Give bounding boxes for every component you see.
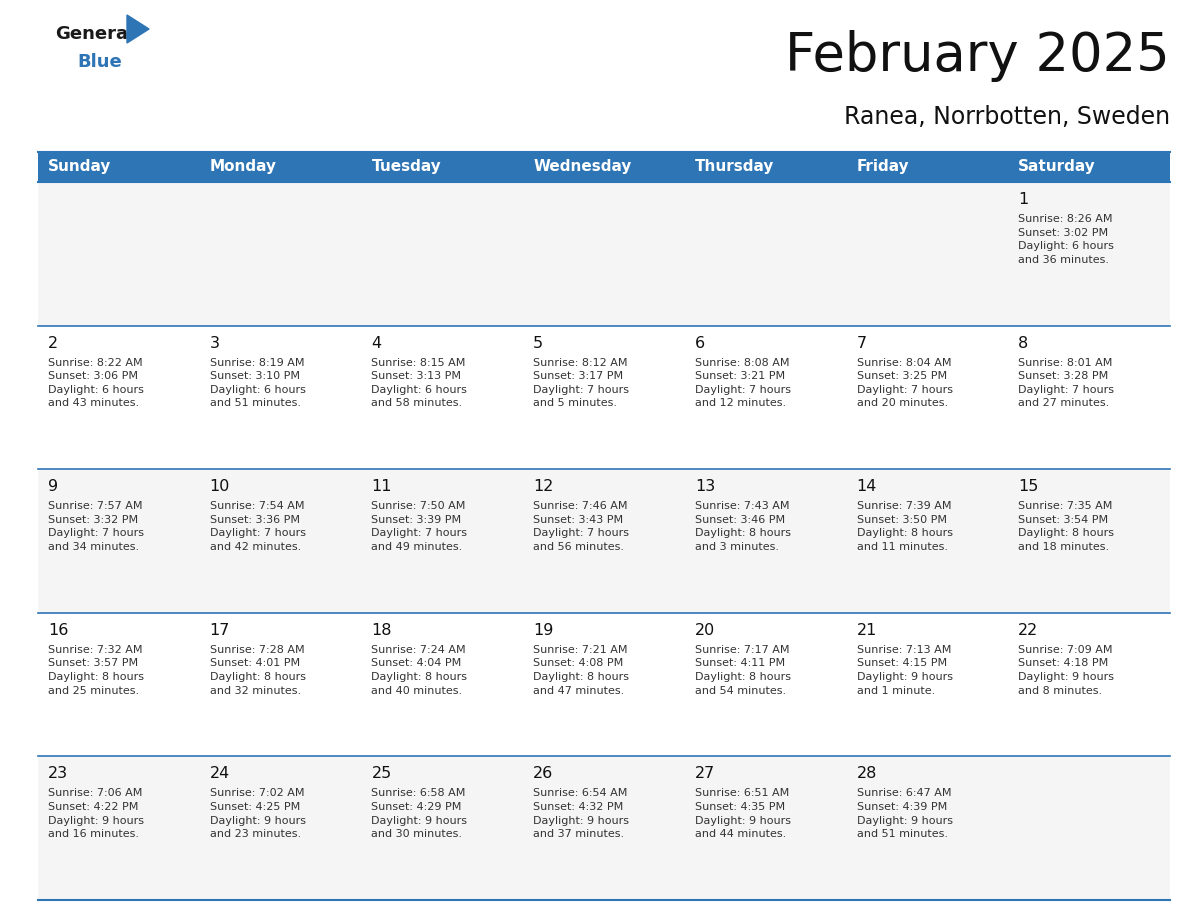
Text: 11: 11 <box>372 479 392 494</box>
Text: 21: 21 <box>857 622 877 638</box>
Text: 28: 28 <box>857 767 877 781</box>
Bar <box>1009 152 1170 182</box>
Text: Sunrise: 6:47 AM
Sunset: 4:39 PM
Daylight: 9 hours
and 51 minutes.: Sunrise: 6:47 AM Sunset: 4:39 PM Dayligh… <box>857 789 953 839</box>
Text: 13: 13 <box>695 479 715 494</box>
Text: Blue: Blue <box>77 53 121 71</box>
Text: 5: 5 <box>533 336 543 351</box>
Text: Sunrise: 8:08 AM
Sunset: 3:21 PM
Daylight: 7 hours
and 12 minutes.: Sunrise: 8:08 AM Sunset: 3:21 PM Dayligh… <box>695 358 791 409</box>
Text: 15: 15 <box>1018 479 1038 494</box>
Text: 12: 12 <box>533 479 554 494</box>
Text: Sunrise: 8:15 AM
Sunset: 3:13 PM
Daylight: 6 hours
and 58 minutes.: Sunrise: 8:15 AM Sunset: 3:13 PM Dayligh… <box>372 358 467 409</box>
Text: Sunrise: 7:24 AM
Sunset: 4:04 PM
Daylight: 8 hours
and 40 minutes.: Sunrise: 7:24 AM Sunset: 4:04 PM Dayligh… <box>372 644 467 696</box>
Text: Sunrise: 6:54 AM
Sunset: 4:32 PM
Daylight: 9 hours
and 37 minutes.: Sunrise: 6:54 AM Sunset: 4:32 PM Dayligh… <box>533 789 630 839</box>
Text: Sunrise: 8:26 AM
Sunset: 3:02 PM
Daylight: 6 hours
and 36 minutes.: Sunrise: 8:26 AM Sunset: 3:02 PM Dayligh… <box>1018 214 1114 264</box>
Text: 24: 24 <box>210 767 230 781</box>
Text: 23: 23 <box>48 767 68 781</box>
Text: Sunrise: 7:50 AM
Sunset: 3:39 PM
Daylight: 7 hours
and 49 minutes.: Sunrise: 7:50 AM Sunset: 3:39 PM Dayligh… <box>372 501 467 552</box>
Text: 19: 19 <box>533 622 554 638</box>
Text: 7: 7 <box>857 336 867 351</box>
Text: Sunrise: 6:58 AM
Sunset: 4:29 PM
Daylight: 9 hours
and 30 minutes.: Sunrise: 6:58 AM Sunset: 4:29 PM Dayligh… <box>372 789 467 839</box>
Text: 9: 9 <box>48 479 58 494</box>
Text: Thursday: Thursday <box>695 160 775 174</box>
Text: Sunrise: 7:09 AM
Sunset: 4:18 PM
Daylight: 9 hours
and 8 minutes.: Sunrise: 7:09 AM Sunset: 4:18 PM Dayligh… <box>1018 644 1114 696</box>
Text: 8: 8 <box>1018 336 1029 351</box>
Bar <box>38 326 1170 469</box>
Text: Sunrise: 7:43 AM
Sunset: 3:46 PM
Daylight: 8 hours
and 3 minutes.: Sunrise: 7:43 AM Sunset: 3:46 PM Dayligh… <box>695 501 791 552</box>
Text: 27: 27 <box>695 767 715 781</box>
Text: 4: 4 <box>372 336 381 351</box>
Text: Sunrise: 7:39 AM
Sunset: 3:50 PM
Daylight: 8 hours
and 11 minutes.: Sunrise: 7:39 AM Sunset: 3:50 PM Dayligh… <box>857 501 953 552</box>
Bar <box>38 152 200 182</box>
Text: Sunrise: 7:32 AM
Sunset: 3:57 PM
Daylight: 8 hours
and 25 minutes.: Sunrise: 7:32 AM Sunset: 3:57 PM Dayligh… <box>48 644 144 696</box>
Text: Sunrise: 7:46 AM
Sunset: 3:43 PM
Daylight: 7 hours
and 56 minutes.: Sunrise: 7:46 AM Sunset: 3:43 PM Dayligh… <box>533 501 630 552</box>
Text: 20: 20 <box>695 622 715 638</box>
Text: Sunrise: 7:06 AM
Sunset: 4:22 PM
Daylight: 9 hours
and 16 minutes.: Sunrise: 7:06 AM Sunset: 4:22 PM Dayligh… <box>48 789 144 839</box>
Text: Friday: Friday <box>857 160 909 174</box>
Bar <box>38 469 1170 613</box>
Text: Sunrise: 6:51 AM
Sunset: 4:35 PM
Daylight: 9 hours
and 44 minutes.: Sunrise: 6:51 AM Sunset: 4:35 PM Dayligh… <box>695 789 791 839</box>
Text: Sunrise: 8:22 AM
Sunset: 3:06 PM
Daylight: 6 hours
and 43 minutes.: Sunrise: 8:22 AM Sunset: 3:06 PM Dayligh… <box>48 358 144 409</box>
Text: Sunrise: 8:04 AM
Sunset: 3:25 PM
Daylight: 7 hours
and 20 minutes.: Sunrise: 8:04 AM Sunset: 3:25 PM Dayligh… <box>857 358 953 409</box>
Text: Wednesday: Wednesday <box>533 160 632 174</box>
Text: Monday: Monday <box>210 160 277 174</box>
Bar <box>847 152 1009 182</box>
Bar <box>684 152 847 182</box>
Text: 3: 3 <box>210 336 220 351</box>
Bar <box>38 756 1170 900</box>
Text: Tuesday: Tuesday <box>372 160 441 174</box>
Text: 2: 2 <box>48 336 58 351</box>
Text: Sunrise: 8:12 AM
Sunset: 3:17 PM
Daylight: 7 hours
and 5 minutes.: Sunrise: 8:12 AM Sunset: 3:17 PM Dayligh… <box>533 358 630 409</box>
Bar <box>200 152 361 182</box>
Text: February 2025: February 2025 <box>785 30 1170 82</box>
Text: Sunday: Sunday <box>48 160 112 174</box>
Bar <box>38 182 1170 326</box>
Text: 14: 14 <box>857 479 877 494</box>
Text: 26: 26 <box>533 767 554 781</box>
Text: 10: 10 <box>210 479 230 494</box>
Text: Ranea, Norrbotten, Sweden: Ranea, Norrbotten, Sweden <box>843 105 1170 129</box>
Bar <box>38 613 1170 756</box>
Text: 18: 18 <box>372 622 392 638</box>
Text: General: General <box>55 25 134 43</box>
Text: 16: 16 <box>48 622 69 638</box>
Text: 6: 6 <box>695 336 704 351</box>
Bar <box>523 152 684 182</box>
Text: Sunrise: 7:02 AM
Sunset: 4:25 PM
Daylight: 9 hours
and 23 minutes.: Sunrise: 7:02 AM Sunset: 4:25 PM Dayligh… <box>210 789 305 839</box>
Polygon shape <box>127 15 148 43</box>
Text: Sunrise: 7:54 AM
Sunset: 3:36 PM
Daylight: 7 hours
and 42 minutes.: Sunrise: 7:54 AM Sunset: 3:36 PM Dayligh… <box>210 501 305 552</box>
Text: Sunrise: 8:19 AM
Sunset: 3:10 PM
Daylight: 6 hours
and 51 minutes.: Sunrise: 8:19 AM Sunset: 3:10 PM Dayligh… <box>210 358 305 409</box>
Text: Sunrise: 7:13 AM
Sunset: 4:15 PM
Daylight: 9 hours
and 1 minute.: Sunrise: 7:13 AM Sunset: 4:15 PM Dayligh… <box>857 644 953 696</box>
Bar <box>361 152 523 182</box>
Text: Sunrise: 7:57 AM
Sunset: 3:32 PM
Daylight: 7 hours
and 34 minutes.: Sunrise: 7:57 AM Sunset: 3:32 PM Dayligh… <box>48 501 144 552</box>
Text: Sunrise: 7:17 AM
Sunset: 4:11 PM
Daylight: 8 hours
and 54 minutes.: Sunrise: 7:17 AM Sunset: 4:11 PM Dayligh… <box>695 644 791 696</box>
Text: Sunrise: 7:28 AM
Sunset: 4:01 PM
Daylight: 8 hours
and 32 minutes.: Sunrise: 7:28 AM Sunset: 4:01 PM Dayligh… <box>210 644 305 696</box>
Text: Sunrise: 7:35 AM
Sunset: 3:54 PM
Daylight: 8 hours
and 18 minutes.: Sunrise: 7:35 AM Sunset: 3:54 PM Dayligh… <box>1018 501 1114 552</box>
Text: 22: 22 <box>1018 622 1038 638</box>
Text: 17: 17 <box>210 622 230 638</box>
Text: 25: 25 <box>372 767 392 781</box>
Text: 1: 1 <box>1018 192 1029 207</box>
Text: Sunrise: 7:21 AM
Sunset: 4:08 PM
Daylight: 8 hours
and 47 minutes.: Sunrise: 7:21 AM Sunset: 4:08 PM Dayligh… <box>533 644 630 696</box>
Text: Saturday: Saturday <box>1018 160 1097 174</box>
Text: Sunrise: 8:01 AM
Sunset: 3:28 PM
Daylight: 7 hours
and 27 minutes.: Sunrise: 8:01 AM Sunset: 3:28 PM Dayligh… <box>1018 358 1114 409</box>
